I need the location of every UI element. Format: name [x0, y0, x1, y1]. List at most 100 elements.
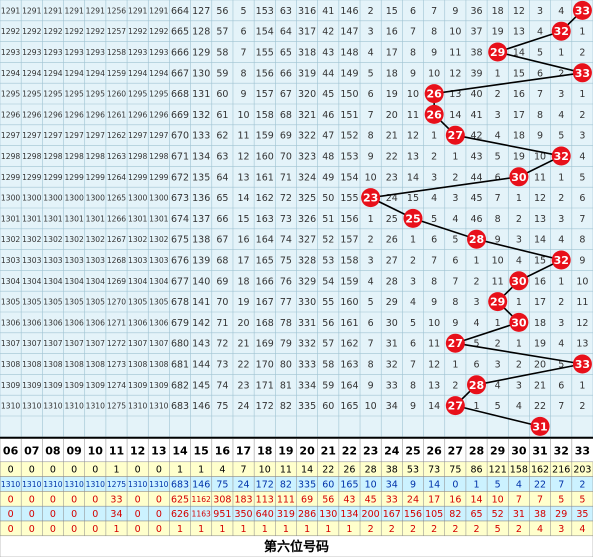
- cell-value: 4: [579, 152, 585, 163]
- cell-value: 5: [241, 6, 247, 17]
- cell-value: 1295: [86, 90, 105, 99]
- ball-number: 32: [554, 254, 569, 267]
- cell-value: 14: [428, 401, 440, 412]
- cell-value: 1: [558, 48, 564, 59]
- cell-value: 1: [368, 214, 374, 225]
- cell-value: 10: [365, 401, 377, 412]
- cell-value: 1297: [22, 131, 41, 140]
- stats-value: 0: [135, 494, 141, 505]
- cell-value: 8: [410, 48, 416, 59]
- cell-value: 1306: [86, 318, 105, 327]
- cell-value: 82: [280, 401, 292, 412]
- cell-value: 1: [579, 380, 585, 391]
- cell-value: 3: [537, 6, 543, 17]
- stats-value: 0: [29, 524, 35, 535]
- cell-value: 22: [386, 152, 398, 163]
- stats-value: 1: [177, 524, 183, 535]
- column-header: 22: [342, 444, 357, 457]
- cell-value: 66: [216, 214, 228, 225]
- column-header: 23: [363, 444, 378, 457]
- cell-value: 1308: [128, 360, 147, 369]
- stats-value: 10: [492, 494, 504, 505]
- cell-value: 68: [280, 110, 292, 121]
- stats-value: 165: [340, 480, 358, 491]
- cell-value: 42: [322, 27, 334, 38]
- cell-value: 18: [238, 276, 250, 287]
- stats-value: 0: [156, 524, 162, 535]
- cell-value: 1292: [43, 27, 62, 36]
- cell-value: 21: [386, 131, 398, 142]
- stats-value: 1: [198, 524, 204, 535]
- stats-value: 34: [110, 509, 122, 520]
- cell-value: 28: [386, 276, 398, 287]
- cell-value: 73: [216, 360, 228, 371]
- cell-value: 2: [516, 214, 522, 225]
- cell-value: 133: [192, 131, 210, 142]
- ball: [551, 250, 571, 270]
- cell-value: 3: [410, 276, 416, 287]
- stats-value: 350: [234, 509, 252, 520]
- stats-value: 14: [428, 480, 440, 491]
- cell-value: 1310: [43, 402, 62, 411]
- cell-value: 128: [192, 27, 210, 38]
- cell-value: 11: [238, 131, 250, 142]
- cell-value: 1259: [107, 69, 126, 78]
- cell-value: 139: [192, 256, 210, 267]
- cell-value: 1294: [86, 69, 105, 78]
- cell-value: 36: [470, 6, 482, 17]
- stats-value: 1310: [149, 480, 168, 489]
- cell-value: 329: [298, 276, 316, 287]
- cell-value: 1301: [86, 214, 105, 223]
- cell-value: 1: [410, 235, 416, 246]
- cell-value: 4: [537, 27, 543, 38]
- cell-value: 15: [407, 193, 419, 204]
- stats-value: 35: [576, 509, 588, 520]
- cell-value: 1: [579, 27, 585, 38]
- cell-value: 10: [365, 172, 377, 183]
- cell-value: 1308: [86, 360, 105, 369]
- ball-number: 27: [448, 129, 463, 142]
- cell-value: 674: [171, 214, 189, 225]
- cell-value: 166: [256, 276, 274, 287]
- cell-value: 3: [558, 89, 564, 100]
- cell-value: 1304: [128, 277, 147, 286]
- cell-value: 7: [368, 110, 374, 121]
- cell-value: 162: [256, 193, 274, 204]
- ball: [445, 333, 465, 353]
- stats-value: 1163: [192, 510, 211, 519]
- stats-value: 626: [171, 509, 189, 520]
- cell-value: 1291: [22, 6, 41, 15]
- ball: [424, 104, 444, 124]
- cell-value: 1296: [43, 110, 62, 119]
- cell-value: 160: [340, 297, 358, 308]
- cell-value: 1296: [149, 110, 168, 119]
- cell-value: 1292: [149, 27, 168, 36]
- cell-value: 1: [452, 360, 458, 371]
- cell-value: 671: [171, 152, 189, 163]
- cell-value: 60: [216, 89, 228, 100]
- cell-value: 324: [298, 172, 316, 183]
- cell-value: 7: [431, 6, 437, 17]
- cell-value: 669: [171, 110, 189, 121]
- cell-value: 681: [171, 360, 189, 371]
- cell-value: 2: [579, 110, 585, 121]
- stats-value: 0: [8, 465, 14, 476]
- cell-value: 1307: [149, 339, 168, 348]
- cell-value: 14: [407, 172, 419, 183]
- cell-value: 680: [171, 339, 189, 350]
- column-header: 25: [405, 444, 420, 457]
- cell-value: 1294: [128, 69, 147, 78]
- cell-value: 1308: [22, 360, 41, 369]
- stats-value: 625: [171, 494, 189, 505]
- cell-value: 148: [340, 48, 358, 59]
- cell-value: 9: [368, 152, 374, 163]
- cell-value: 19: [386, 89, 398, 100]
- cell-value: 5: [452, 235, 458, 246]
- column-header: 31: [532, 444, 547, 457]
- cell-value: 1295: [43, 90, 62, 99]
- cell-value: 1303: [22, 256, 41, 265]
- cell-value: 58: [322, 360, 334, 371]
- cell-value: 1307: [128, 339, 147, 348]
- stats-value: 10: [365, 480, 377, 491]
- column-header: 08: [45, 444, 60, 457]
